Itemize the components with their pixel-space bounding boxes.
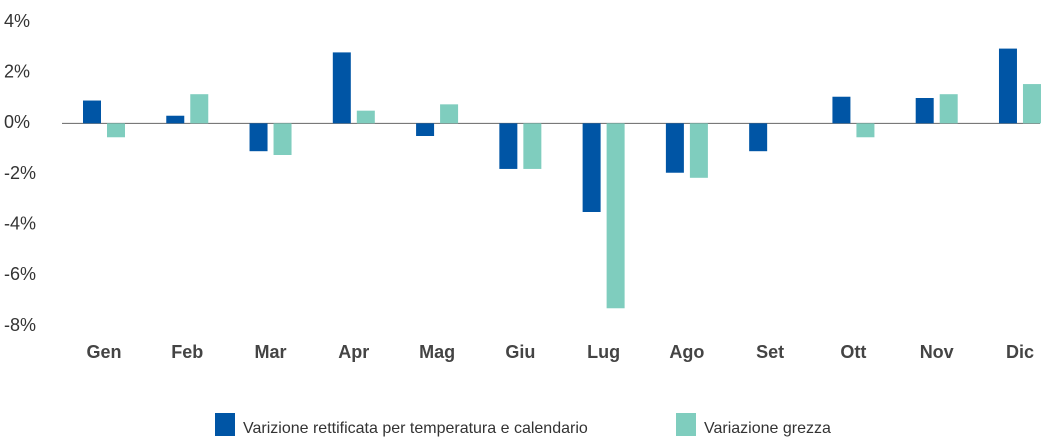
y-tick-label: -8% (4, 315, 36, 335)
bar (332, 52, 351, 124)
y-tick-label: 4% (4, 11, 30, 31)
legend-swatch (676, 413, 696, 436)
y-tick-label: -2% (4, 163, 36, 183)
x-tick-label: Ago (669, 342, 704, 362)
bar (440, 104, 459, 124)
x-tick-label: Giu (505, 342, 535, 362)
bar (832, 96, 851, 124)
bar (499, 123, 518, 169)
legend-swatch (215, 413, 235, 436)
bar (356, 110, 375, 124)
legend-label: Varizione rettificata per temperatura e … (243, 420, 588, 437)
y-tick-label: -6% (4, 264, 36, 284)
bar (856, 123, 875, 138)
y-tick-label: 2% (4, 61, 30, 81)
x-tick-label: Set (756, 342, 784, 362)
bar (107, 123, 125, 138)
bar (606, 123, 625, 309)
x-tick-label: Apr (338, 342, 369, 362)
x-tick-label: Nov (920, 342, 954, 362)
x-tick-label: Lug (587, 342, 620, 362)
x-tick-label: Mag (419, 342, 455, 362)
bar (249, 123, 268, 152)
bar (416, 123, 435, 136)
bar (749, 123, 768, 152)
bar (190, 94, 209, 124)
x-tick-label: Mar (255, 342, 287, 362)
bar (665, 123, 684, 173)
bar (939, 94, 958, 124)
bar (273, 123, 292, 155)
x-tick-label: Ott (840, 342, 866, 362)
bar (523, 123, 542, 169)
bar (998, 48, 1017, 124)
x-tick-label: Feb (171, 342, 203, 362)
bar (1022, 84, 1041, 124)
x-tick-label: Gen (86, 342, 121, 362)
bar (166, 115, 185, 124)
bar (689, 123, 708, 178)
x-tick-label: Dic (1006, 342, 1034, 362)
bar (582, 123, 601, 212)
legend-label: Variazione grezza (704, 420, 831, 437)
bar (915, 98, 934, 124)
y-tick-label: 0% (4, 112, 30, 132)
bar (83, 100, 101, 124)
y-tick-label: -4% (4, 213, 36, 233)
